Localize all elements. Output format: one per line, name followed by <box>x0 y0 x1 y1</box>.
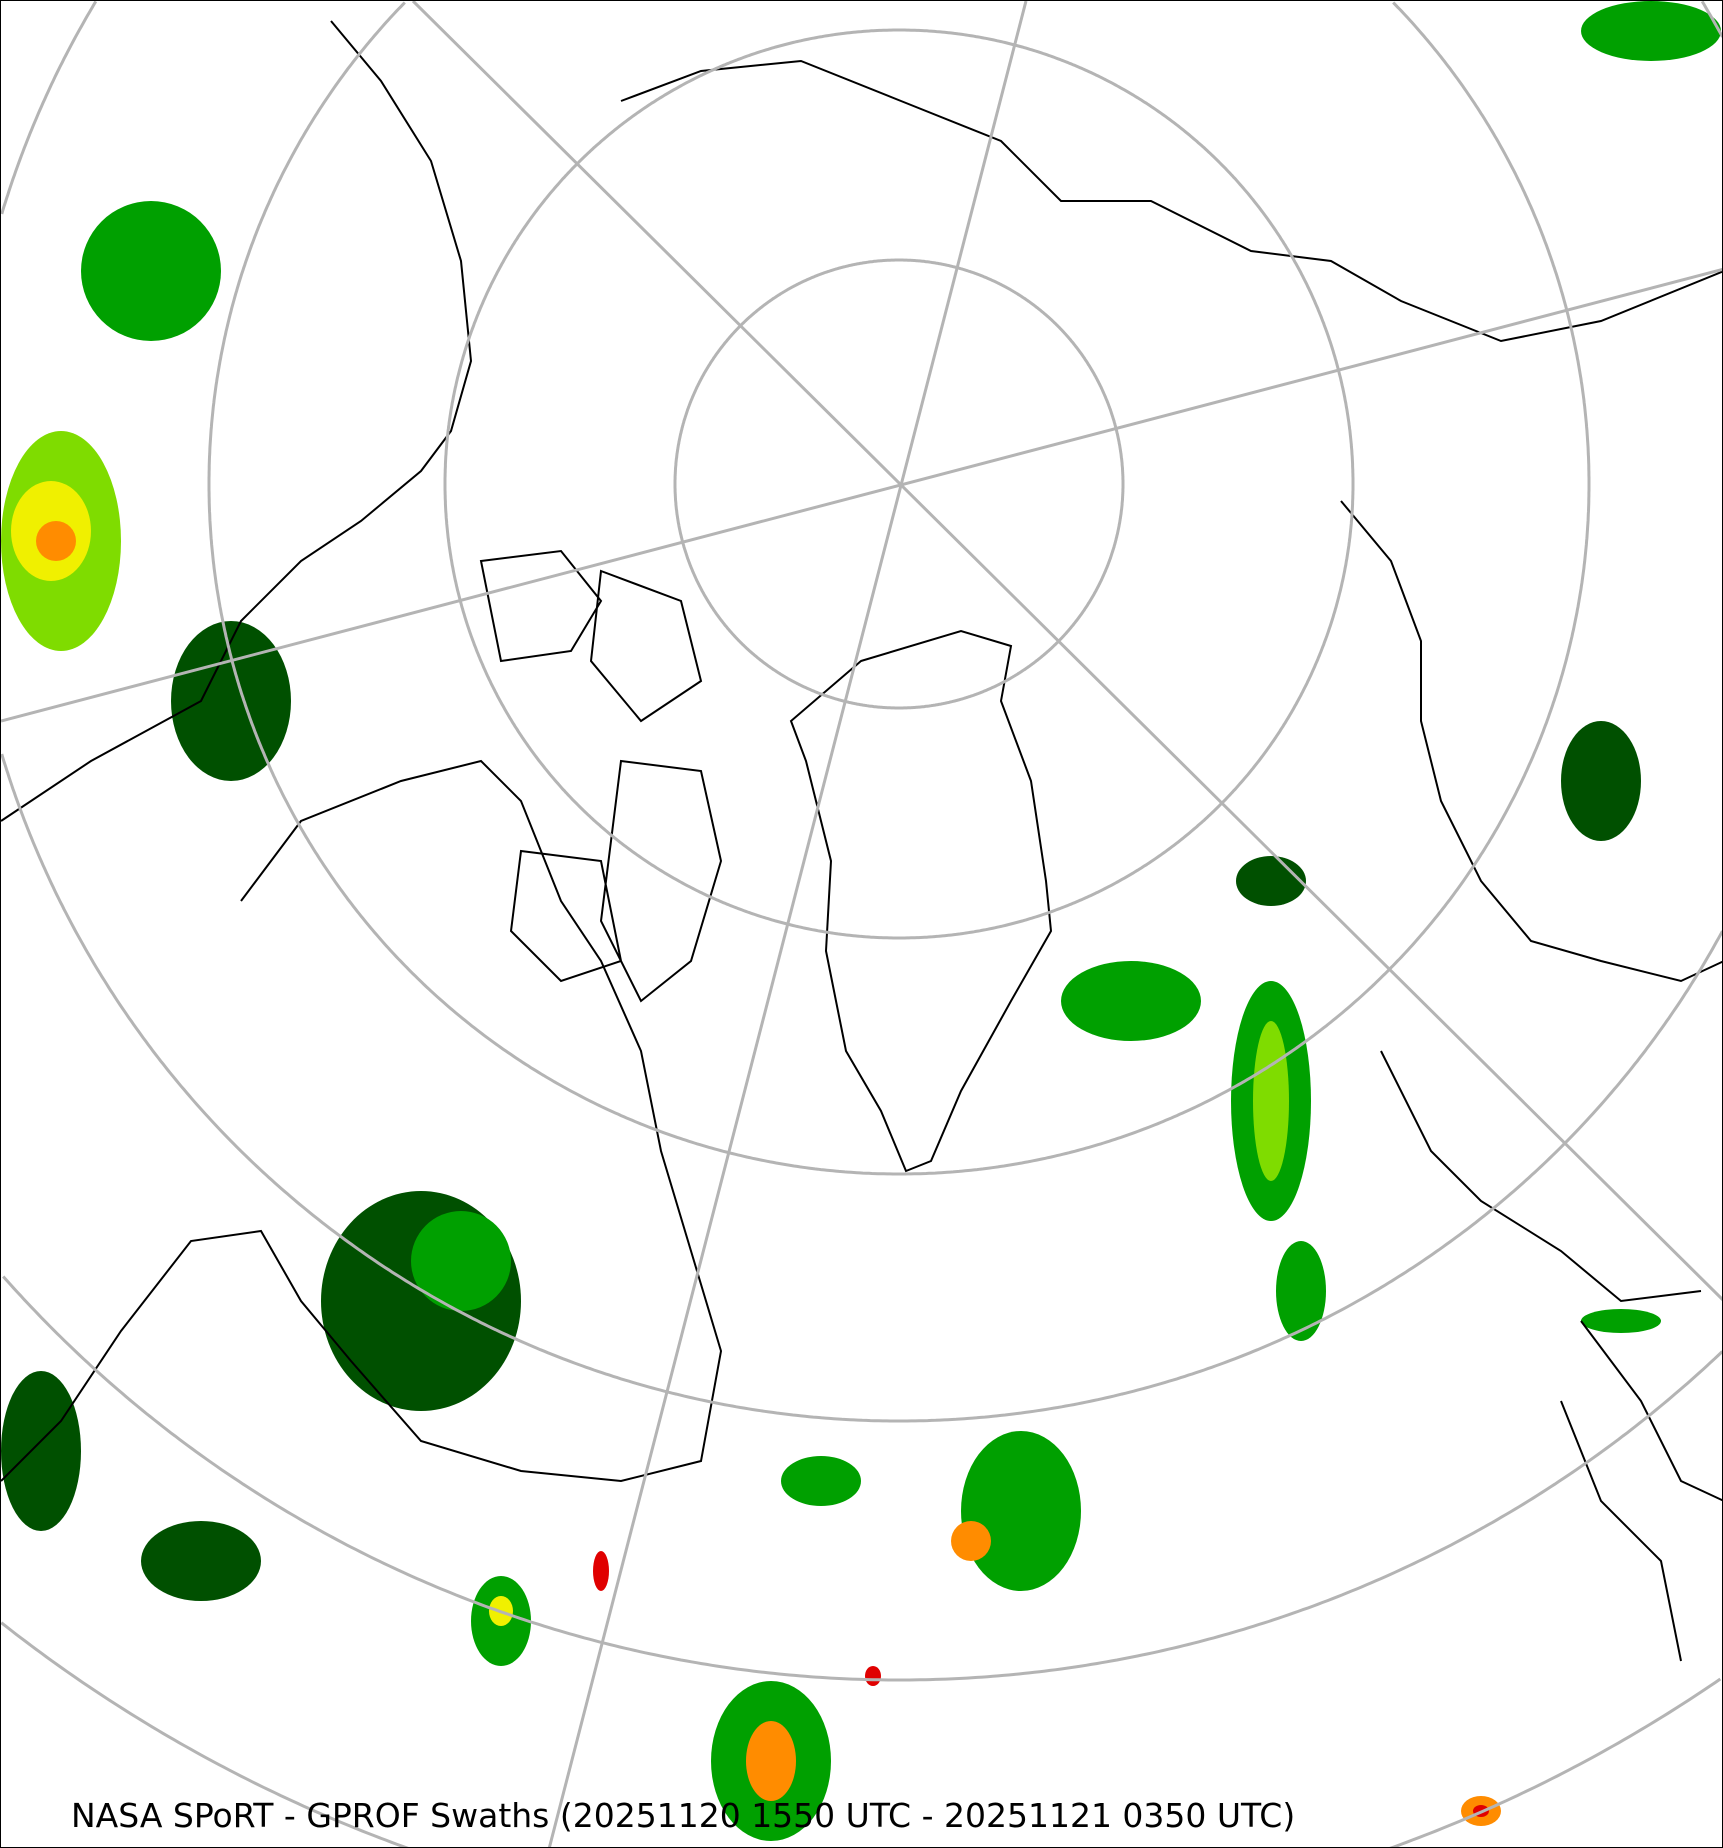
precipitation-area <box>1 1371 81 1531</box>
precipitation-area <box>1561 721 1641 841</box>
north-america-coastline <box>1 20 723 1483</box>
precipitation-area <box>951 1521 991 1561</box>
meridian-line <box>411 1 1722 1302</box>
precipitation-area <box>961 1431 1081 1591</box>
latitude-circle <box>207 1 1591 1176</box>
precipitation-area <box>593 1551 609 1591</box>
precipitation-area <box>1581 1309 1661 1333</box>
precipitation-area <box>1581 1 1721 61</box>
latitude-circle <box>2 1275 1722 1682</box>
eurasia-coastline <box>620 59 1722 1303</box>
precipitation-area <box>865 1666 881 1686</box>
precipitation-area <box>781 1456 861 1506</box>
precipitation-area <box>36 521 76 561</box>
coastlines <box>1 20 1722 1662</box>
latitude-circle <box>1 1621 1722 1847</box>
precipitation-area <box>411 1211 511 1311</box>
canadian-archipelago <box>479 549 723 1003</box>
precipitation-area <box>1061 961 1201 1041</box>
precipitation-area <box>81 201 221 341</box>
latitude-circle <box>1 1 1722 1423</box>
map-title: NASA SPoRT - GPROF Swaths (20251120 1550… <box>71 1796 1296 1835</box>
meridian-line <box>1 267 1722 723</box>
precipitation-area <box>1276 1241 1326 1341</box>
precipitation-area <box>171 621 291 781</box>
europe-coastline <box>1560 1320 1722 1662</box>
precipitation-area <box>746 1721 796 1801</box>
greenland-coastline <box>789 629 1053 1173</box>
latitude-circle <box>443 28 1355 940</box>
meridian-line <box>547 1 1028 1847</box>
precipitation-area <box>1253 1021 1289 1181</box>
precipitation-area <box>1236 856 1306 906</box>
latitude-circle <box>673 258 1125 710</box>
precipitation-area <box>141 1521 261 1601</box>
